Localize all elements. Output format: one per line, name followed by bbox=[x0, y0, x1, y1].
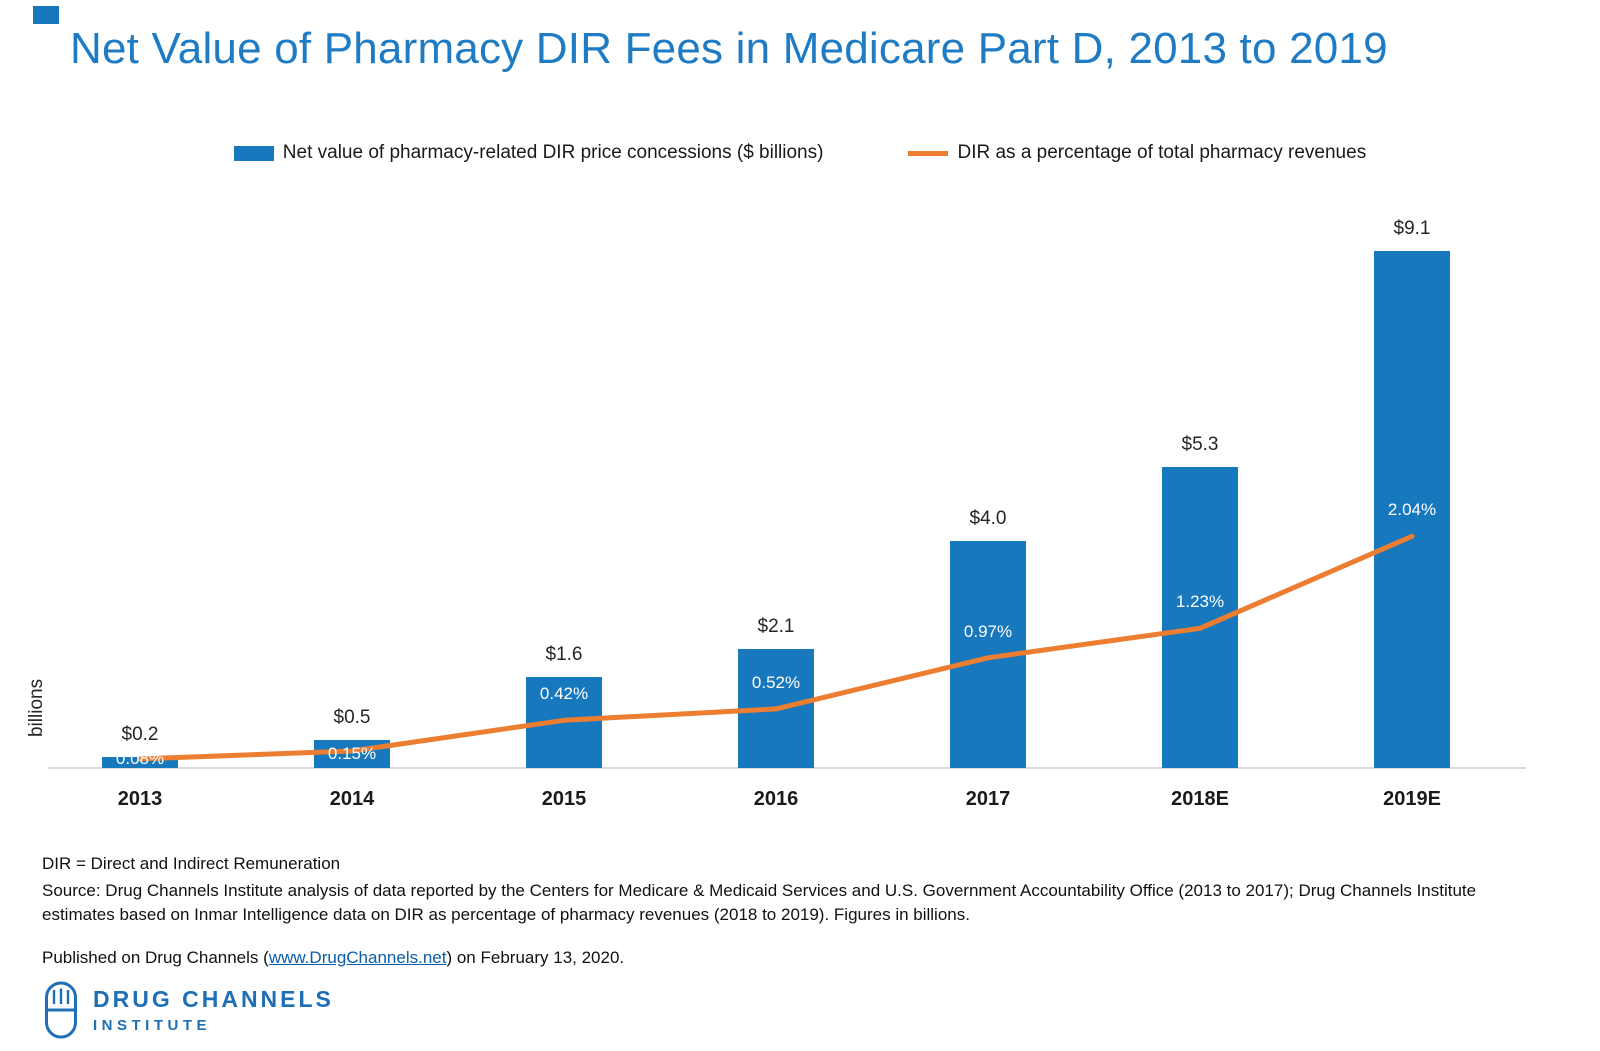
line-point-label: 1.23% bbox=[1175, 592, 1225, 612]
line-point-label: 0.15% bbox=[327, 743, 377, 763]
bar-value-label: $0.2 bbox=[121, 723, 159, 745]
bar-2018E bbox=[1162, 466, 1238, 768]
plot-area: $0.2 0.08% 2013 $0.5 0.15% 2014 $1.6 0.42% 2015 $… bbox=[34, 200, 1526, 810]
bar-2016 bbox=[738, 648, 814, 768]
bar-value-label: $5.3 bbox=[1181, 433, 1219, 455]
published-line: Published on Drug Channels (www.DrugChan… bbox=[42, 946, 1522, 971]
published-prefix: Published on Drug Channels ( bbox=[42, 947, 269, 967]
x-axis-label: 2017 bbox=[965, 788, 1011, 810]
bar-value-label: $4.0 bbox=[969, 507, 1007, 529]
logo-subtitle: INSTITUTE bbox=[93, 1017, 211, 1034]
page-title: Net Value of Pharmacy DIR Fees in Medica… bbox=[70, 24, 1388, 73]
published-suffix: ) on February 13, 2020. bbox=[446, 947, 625, 967]
bar-2013 bbox=[102, 756, 178, 768]
legend-line-label: DIR as a percentage of total pharmacy re… bbox=[957, 142, 1367, 163]
bar-value-label: $0.5 bbox=[333, 706, 371, 728]
dir-definition-note: DIR = Direct and Indirect Remuneration bbox=[42, 854, 341, 873]
corner-accent-square bbox=[33, 6, 59, 24]
x-axis-label: 2018E bbox=[1171, 788, 1229, 810]
bar-value-label: $2.1 bbox=[757, 615, 795, 637]
line-point-label: 0.42% bbox=[539, 684, 589, 704]
line-point-label: 0.08% bbox=[115, 749, 165, 768]
bar-value-label: $1.6 bbox=[545, 644, 583, 666]
chart-legend: Net value of pharmacy-related DIR price … bbox=[0, 142, 1600, 164]
x-axis-label: 2014 bbox=[329, 788, 375, 810]
bar-value-label: $9.1 bbox=[1393, 218, 1431, 240]
x-axis-label: 2015 bbox=[541, 788, 587, 810]
x-axis-label: 2013 bbox=[117, 788, 163, 810]
drugchannels-link[interactable]: www.DrugChannels.net bbox=[268, 947, 447, 967]
line-point-label: 0.97% bbox=[963, 621, 1013, 641]
legend-bar-swatch bbox=[233, 145, 274, 161]
legend-line-swatch bbox=[908, 150, 949, 156]
bar-2017 bbox=[950, 540, 1026, 768]
capsule-icon bbox=[45, 981, 77, 1039]
logo-name: DRUG CHANNELS bbox=[93, 986, 334, 1012]
line-point-label: 2.04% bbox=[1387, 500, 1437, 520]
source-note: Source: Drug Channels Institute analysis… bbox=[42, 880, 1477, 925]
x-axis-label: 2019E bbox=[1383, 788, 1441, 810]
x-axis-line bbox=[48, 767, 1526, 769]
footnotes: DIR = Direct and Indirect Remuneration S… bbox=[42, 852, 1522, 971]
drug-channels-logo: DRUG CHANNELS INSTITUTE bbox=[42, 980, 334, 1040]
legend-item-line: DIR as a percentage of total pharmacy re… bbox=[908, 142, 1366, 164]
legend-item-bars: Net value of pharmacy-related DIR price … bbox=[233, 142, 824, 164]
legend-bar-label: Net value of pharmacy-related DIR price … bbox=[282, 142, 824, 163]
logo-text: DRUG CHANNELS INSTITUTE bbox=[93, 986, 334, 1034]
x-axis-label: 2016 bbox=[753, 788, 799, 810]
line-point-label: 0.52% bbox=[751, 672, 801, 692]
